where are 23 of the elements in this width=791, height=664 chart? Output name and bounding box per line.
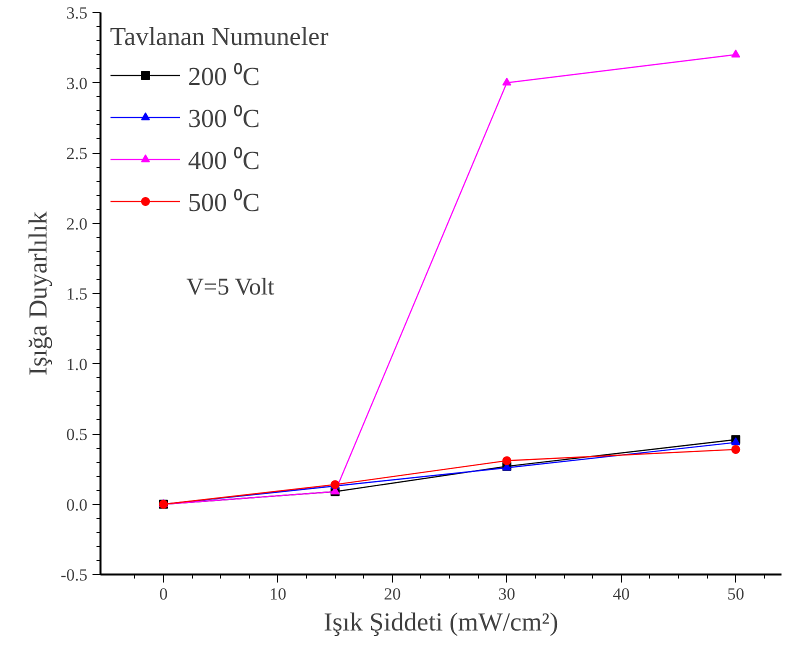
- y-tick-label: 3.0: [66, 74, 88, 93]
- x-tick-label: 10: [269, 584, 286, 604]
- annotation: V=5 Volt: [186, 274, 275, 301]
- legend-label: 400 ⁰C: [188, 145, 260, 177]
- x-tick-label: 40: [612, 584, 630, 604]
- y-tick-label: 1.5: [66, 284, 88, 304]
- y-axis-title: Işığa Duyarlılık: [24, 212, 53, 376]
- legend-label: 300 ⁰C: [188, 103, 260, 135]
- legend-title: Tavlanan Numuneler: [110, 22, 328, 52]
- legend-label: 200 ⁰C: [188, 61, 260, 93]
- x-tick-label: 30: [498, 584, 516, 604]
- x-axis-title: Işık Şiddeti (mW/cm²): [324, 608, 558, 636]
- legend-label: 500 ⁰C: [188, 187, 260, 219]
- x-tick-label: 20: [384, 584, 401, 604]
- y-tick-label: -0.5: [60, 566, 88, 584]
- y-tick-label: 2.0: [66, 214, 88, 234]
- y-tick-label: 0.5: [66, 425, 88, 444]
- y-tick-label: 2.5: [66, 144, 88, 163]
- x-tick-label: 0: [159, 584, 168, 604]
- x-tick-label: 50: [727, 584, 744, 604]
- y-tick-label: 3.5: [66, 4, 88, 22]
- y-tick-label: 1.0: [66, 354, 88, 374]
- y-tick-label: 0.0: [66, 495, 88, 514]
